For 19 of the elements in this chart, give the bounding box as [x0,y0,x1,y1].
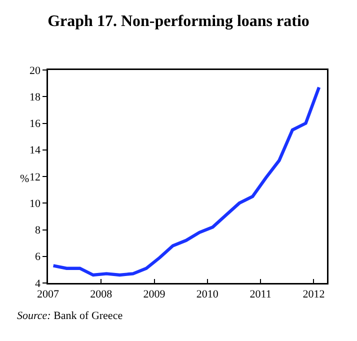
y-tick-label: 16 [30,118,41,130]
y-tick-label: 6 [35,251,41,264]
x-tick-label: 2011 [250,288,272,300]
y-tick-label: 8 [35,224,41,237]
x-tick-label: 2008 [90,288,113,300]
chart-title: Graph 17. Non-performing loans ratio [48,13,310,30]
y-tick-label: 18 [30,91,41,104]
x-tick-label: 2009 [143,288,166,300]
y-axis-title: % [20,173,30,185]
y-tick-label: 14 [30,144,41,157]
x-tick-label: 2010 [196,288,219,300]
source-note: Source: Bank of Greece [17,310,123,322]
y-tick-label: 10 [30,198,41,210]
line-series [52,86,321,277]
x-tick-label: 2007 [37,288,60,300]
x-tick-label: 2012 [302,288,325,300]
y-tick-label: 4 [35,278,41,290]
y-tick-label: 12 [30,171,40,184]
y-tick-label: 20 [30,64,41,77]
